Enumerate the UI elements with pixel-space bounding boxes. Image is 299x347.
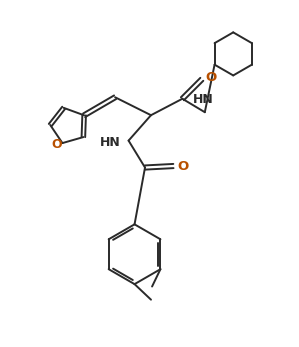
Text: HN: HN (193, 93, 214, 105)
Text: HN: HN (100, 136, 120, 149)
Text: O: O (52, 138, 62, 151)
Text: O: O (205, 71, 217, 84)
Text: O: O (177, 160, 188, 172)
